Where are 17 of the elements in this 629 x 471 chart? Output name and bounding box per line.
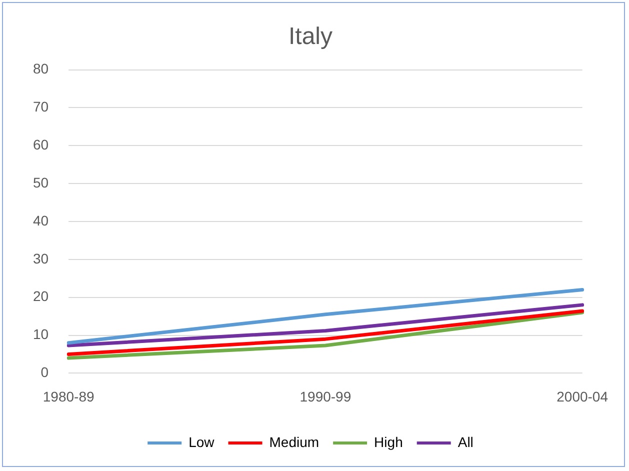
y-tick-label: 40 bbox=[32, 212, 49, 228]
y-tick-label: 10 bbox=[32, 326, 49, 342]
legend-label: Medium bbox=[269, 434, 320, 450]
x-tick-label: 1990-99 bbox=[300, 388, 352, 404]
chart-title: Italy bbox=[288, 23, 333, 50]
y-tick-label: 30 bbox=[32, 250, 49, 266]
y-tick-label: 60 bbox=[32, 136, 49, 153]
legend-label: High bbox=[374, 434, 403, 450]
y-tick-label: 0 bbox=[40, 364, 49, 380]
x-tick-label: 2000-04 bbox=[556, 388, 608, 404]
x-tick-label: 1980-89 bbox=[42, 388, 94, 404]
legend-label: Low bbox=[188, 434, 216, 450]
y-tick-label: 80 bbox=[32, 60, 49, 77]
y-tick-label: 50 bbox=[32, 174, 49, 190]
y-tick-label: 70 bbox=[32, 98, 49, 115]
y-tick-label: 20 bbox=[32, 288, 49, 304]
legend-label: All bbox=[458, 434, 474, 450]
